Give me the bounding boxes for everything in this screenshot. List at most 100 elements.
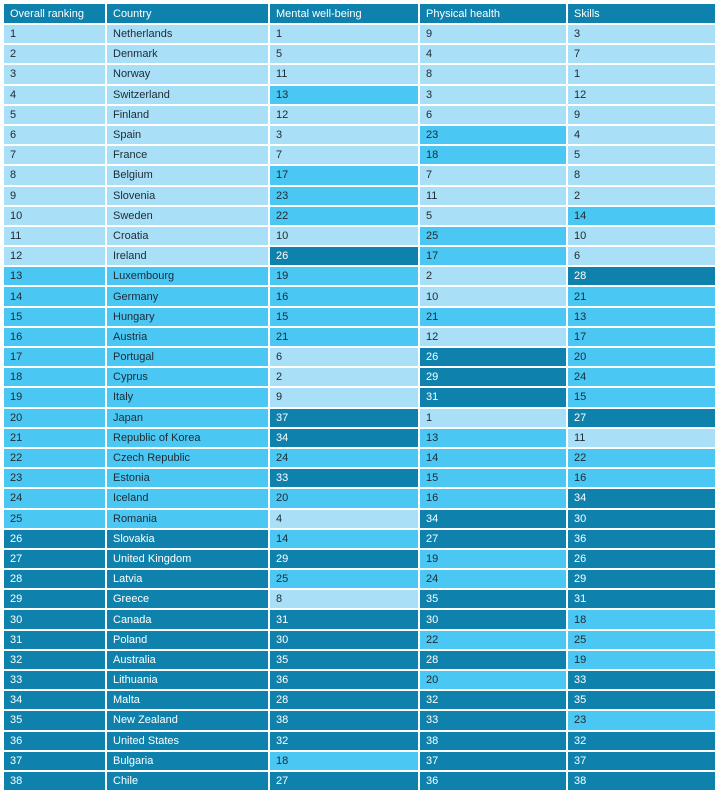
country-cell: Netherlands — [107, 25, 268, 44]
physical-health-cell: 10 — [420, 287, 566, 306]
skills-cell: 6 — [568, 247, 715, 266]
physical-health-cell: 30 — [420, 610, 566, 629]
overall-ranking-cell: 20 — [4, 408, 105, 427]
skills-cell: 24 — [568, 368, 715, 387]
overall-ranking-cell: 15 — [4, 307, 105, 326]
skills-cell: 32 — [568, 731, 715, 750]
country-cell: Finland — [107, 105, 268, 124]
overall-ranking-cell: 29 — [4, 590, 105, 609]
overall-ranking-cell: 25 — [4, 509, 105, 528]
skills-cell: 11 — [568, 428, 715, 447]
physical-health-cell: 27 — [420, 529, 566, 548]
overall-ranking-cell: 24 — [4, 489, 105, 508]
table-row: 37 Bulgaria 18 37 37 — [4, 751, 715, 770]
mental-well-being-cell: 10 — [270, 226, 418, 246]
mental-well-being-cell: 29 — [270, 549, 418, 569]
physical-health-cell: 9 — [420, 25, 566, 44]
physical-health-cell: 7 — [420, 166, 566, 185]
skills-cell: 38 — [568, 771, 715, 791]
mental-well-being-cell: 3 — [270, 125, 418, 145]
table-row: 7 France 7 18 5 — [4, 146, 715, 165]
mental-well-being-cell: 23 — [270, 186, 418, 205]
country-cell: Czech Republic — [107, 448, 268, 468]
overall-ranking-cell: 31 — [4, 630, 105, 649]
country-cell: Croatia — [107, 226, 268, 246]
physical-health-cell: 17 — [420, 247, 566, 266]
overall-ranking-cell: 21 — [4, 428, 105, 447]
country-cell: Bulgaria — [107, 751, 268, 770]
skills-cell: 21 — [568, 287, 715, 306]
mental-well-being-cell: 38 — [270, 711, 418, 730]
mental-well-being-cell: 1 — [270, 25, 418, 44]
country-cell: Lithuania — [107, 671, 268, 690]
country-cell: Poland — [107, 630, 268, 649]
table-row: 24 Iceland 20 16 34 — [4, 489, 715, 508]
skills-cell: 34 — [568, 489, 715, 508]
mental-well-being-cell: 12 — [270, 105, 418, 124]
country-cell: Switzerland — [107, 85, 268, 104]
skills-cell: 15 — [568, 388, 715, 407]
table-row: 29 Greece 8 35 31 — [4, 590, 715, 609]
country-cell: Denmark — [107, 45, 268, 64]
table-row: 25 Romania 4 34 30 — [4, 509, 715, 528]
physical-health-cell: 15 — [420, 469, 566, 488]
overall-ranking-cell: 26 — [4, 529, 105, 548]
table-row: 22 Czech Republic 24 14 22 — [4, 448, 715, 468]
skills-cell: 2 — [568, 186, 715, 205]
table-row: 34 Malta 28 32 35 — [4, 691, 715, 710]
country-cell: Portugal — [107, 348, 268, 367]
overall-ranking-cell: 19 — [4, 388, 105, 407]
skills-cell: 5 — [568, 146, 715, 165]
skills-cell: 3 — [568, 25, 715, 44]
physical-health-cell: 1 — [420, 408, 566, 427]
skills-cell: 29 — [568, 570, 715, 589]
country-cell: Luxembourg — [107, 267, 268, 286]
mental-well-being-cell: 24 — [270, 448, 418, 468]
mental-well-being-cell: 14 — [270, 529, 418, 548]
physical-health-cell: 25 — [420, 226, 566, 246]
physical-health-cell: 22 — [420, 630, 566, 649]
overall-ranking-cell: 11 — [4, 226, 105, 246]
physical-health-cell: 26 — [420, 348, 566, 367]
header-skills: Skills — [568, 4, 715, 23]
overall-ranking-cell: 12 — [4, 247, 105, 266]
country-cell: Belgium — [107, 166, 268, 185]
overall-ranking-cell: 9 — [4, 186, 105, 205]
country-cell: Australia — [107, 650, 268, 669]
mental-well-being-cell: 4 — [270, 509, 418, 528]
country-cell: Estonia — [107, 469, 268, 488]
table-row: 4 Switzerland 13 3 12 — [4, 85, 715, 104]
skills-cell: 8 — [568, 166, 715, 185]
country-cell: United States — [107, 731, 268, 750]
mental-well-being-cell: 27 — [270, 771, 418, 791]
overall-ranking-cell: 27 — [4, 549, 105, 569]
country-cell: Cyprus — [107, 368, 268, 387]
mental-well-being-cell: 33 — [270, 469, 418, 488]
country-cell: Latvia — [107, 570, 268, 589]
table-row: 36 United States 32 38 32 — [4, 731, 715, 750]
country-cell: Slovenia — [107, 186, 268, 205]
table-row: 16 Austria 21 12 17 — [4, 327, 715, 346]
mental-well-being-cell: 7 — [270, 146, 418, 165]
physical-health-cell: 5 — [420, 206, 566, 225]
skills-cell: 27 — [568, 408, 715, 427]
physical-health-cell: 37 — [420, 751, 566, 770]
physical-health-cell: 29 — [420, 368, 566, 387]
physical-health-cell: 18 — [420, 146, 566, 165]
skills-cell: 12 — [568, 85, 715, 104]
country-cell: Spain — [107, 125, 268, 145]
overall-ranking-cell: 32 — [4, 650, 105, 669]
country-cell: Japan — [107, 408, 268, 427]
physical-health-cell: 3 — [420, 85, 566, 104]
country-cell: Iceland — [107, 489, 268, 508]
physical-health-cell: 6 — [420, 105, 566, 124]
overall-ranking-cell: 16 — [4, 327, 105, 346]
physical-health-cell: 14 — [420, 448, 566, 468]
skills-cell: 17 — [568, 327, 715, 346]
overall-ranking-cell: 36 — [4, 731, 105, 750]
skills-cell: 36 — [568, 529, 715, 548]
physical-health-cell: 32 — [420, 691, 566, 710]
country-cell: Sweden — [107, 206, 268, 225]
overall-ranking-cell: 10 — [4, 206, 105, 225]
physical-health-cell: 4 — [420, 45, 566, 64]
